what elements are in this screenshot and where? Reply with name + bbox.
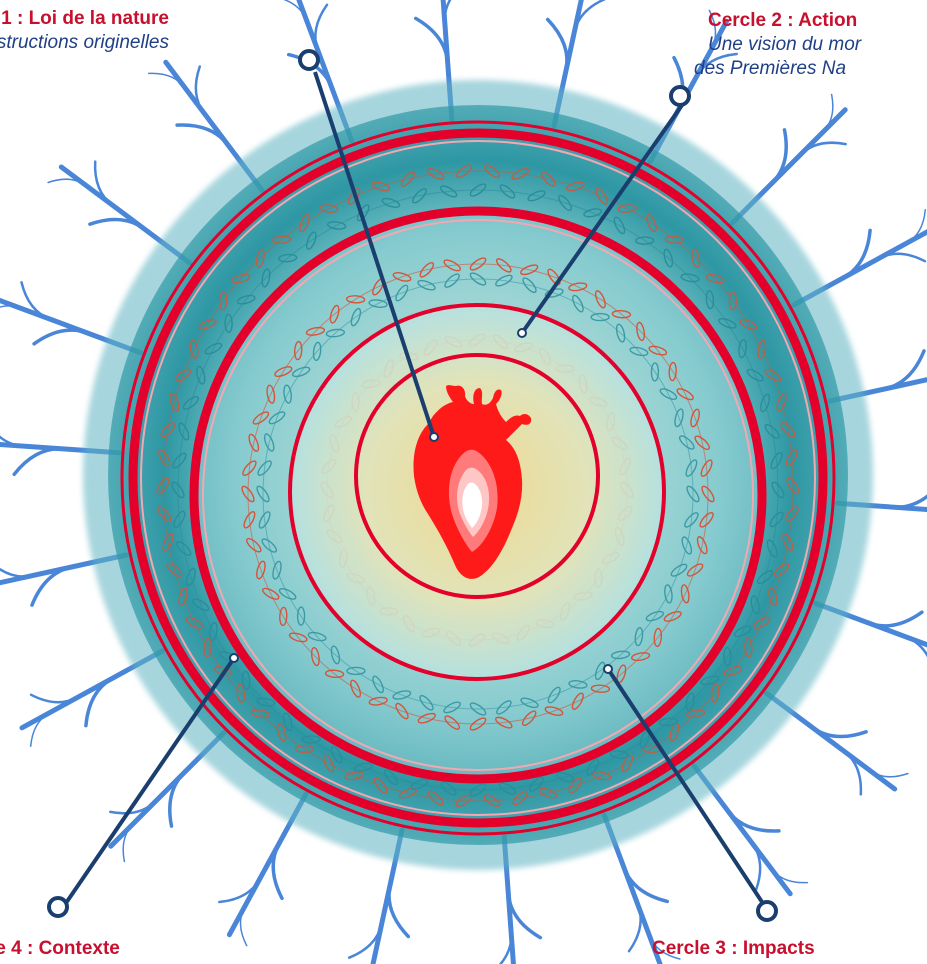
label-circle-2: Cercle 2 : Action Une vision du mor des … — [694, 9, 862, 81]
leader-end-c2 — [669, 85, 691, 107]
leader-line-c1 — [313, 71, 436, 438]
leader-lines — [64, 71, 768, 910]
ring-circle-4-inner — [140, 140, 816, 816]
leader-tip-c4 — [229, 653, 239, 663]
leader-line-c4 — [64, 656, 236, 905]
label-circle-2-subtitle-line1: Une vision du mor — [708, 34, 862, 55]
leader-dots — [47, 49, 778, 922]
ring-circle-1 — [354, 353, 600, 599]
leader-tip-c3 — [603, 664, 613, 674]
ring-circle-4 — [128, 128, 828, 828]
label-circle-3: Cercle 3 : Impacts — [652, 937, 815, 961]
label-circle-4-title: le 4 : Contexte — [0, 938, 120, 959]
ring-circle-3-inner — [202, 219, 754, 771]
leader-tip-c2 — [517, 328, 527, 338]
leader-end-c1 — [298, 49, 320, 71]
label-circle-2-subtitle-line2: des Premières Na — [694, 58, 847, 79]
heart-icon — [413, 385, 532, 579]
label-circle-4: le 4 : Contexte — [0, 937, 120, 961]
leader-tip-c1 — [429, 432, 439, 442]
ring-outer-thin — [120, 120, 836, 836]
leader-line-c3 — [606, 667, 768, 910]
label-circle-3-title: Cercle 3 : Impacts — [652, 938, 815, 959]
leader-end-c4 — [47, 896, 69, 918]
label-circle-1: le 1 : Loi de la nature instructions ori… — [0, 7, 169, 55]
ring-circle-3 — [189, 206, 767, 784]
leader-line-c2 — [520, 96, 689, 335]
label-circle-1-title: le 1 : Loi de la nature — [0, 8, 169, 29]
ring-circle-2 — [288, 303, 666, 681]
leader-end-c3 — [756, 900, 778, 922]
label-circle-1-subtitle: instructions originelles — [0, 32, 169, 53]
label-circle-2-title: Cercle 2 : Action — [708, 10, 858, 31]
